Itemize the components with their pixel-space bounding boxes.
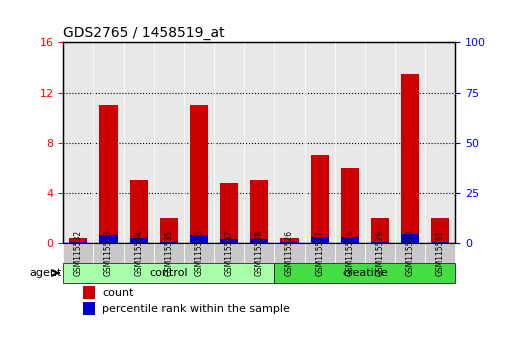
Bar — [340, 168, 358, 243]
Text: agent: agent — [29, 268, 62, 278]
Text: GDS2765 / 1458519_at: GDS2765 / 1458519_at — [63, 26, 224, 40]
Text: count: count — [103, 287, 134, 298]
FancyBboxPatch shape — [183, 243, 214, 263]
Text: GSM115534: GSM115534 — [134, 230, 143, 276]
Text: percentile rank within the sample: percentile rank within the sample — [103, 304, 290, 314]
Bar — [400, 234, 418, 243]
Bar — [280, 242, 298, 243]
Bar — [99, 235, 117, 243]
Text: GSM115527: GSM115527 — [315, 230, 324, 276]
FancyBboxPatch shape — [93, 243, 123, 263]
Bar — [250, 180, 268, 243]
FancyBboxPatch shape — [214, 243, 244, 263]
FancyBboxPatch shape — [394, 243, 424, 263]
Text: GSM115530: GSM115530 — [405, 230, 414, 276]
Text: creatine: creatine — [341, 268, 387, 278]
Bar — [370, 218, 388, 243]
Text: GSM115532: GSM115532 — [74, 230, 83, 276]
Bar — [129, 239, 147, 243]
FancyBboxPatch shape — [63, 243, 93, 263]
Bar — [250, 239, 268, 243]
Bar — [400, 74, 418, 243]
Bar — [370, 241, 388, 243]
Text: GSM115537: GSM115537 — [224, 230, 233, 276]
Bar — [83, 302, 94, 315]
Bar — [129, 180, 147, 243]
FancyBboxPatch shape — [274, 263, 454, 283]
Bar — [310, 237, 328, 243]
FancyBboxPatch shape — [123, 243, 154, 263]
Bar — [83, 286, 94, 299]
Bar — [220, 239, 238, 243]
Text: GSM115535: GSM115535 — [164, 230, 173, 276]
Bar — [310, 155, 328, 243]
Bar — [69, 238, 87, 243]
Text: GSM115529: GSM115529 — [375, 230, 384, 276]
Text: GSM115531: GSM115531 — [435, 230, 444, 276]
FancyBboxPatch shape — [244, 243, 274, 263]
FancyBboxPatch shape — [424, 243, 454, 263]
Bar — [340, 237, 358, 243]
Bar — [69, 242, 87, 243]
Bar — [430, 242, 448, 243]
FancyBboxPatch shape — [334, 243, 364, 263]
Text: GSM115533: GSM115533 — [104, 230, 113, 276]
Bar — [220, 183, 238, 243]
Bar — [160, 241, 178, 243]
FancyBboxPatch shape — [154, 243, 183, 263]
FancyBboxPatch shape — [63, 263, 274, 283]
Text: GSM115526: GSM115526 — [284, 230, 293, 276]
Bar — [430, 218, 448, 243]
FancyBboxPatch shape — [274, 243, 304, 263]
Text: GSM115536: GSM115536 — [194, 230, 203, 276]
Text: GSM115538: GSM115538 — [255, 230, 263, 276]
Text: control: control — [149, 268, 188, 278]
Bar — [189, 105, 208, 243]
Bar — [99, 105, 117, 243]
FancyBboxPatch shape — [304, 243, 334, 263]
Text: GSM115528: GSM115528 — [344, 230, 354, 276]
Bar — [189, 235, 208, 243]
Bar — [280, 238, 298, 243]
Bar — [160, 218, 178, 243]
FancyBboxPatch shape — [364, 243, 394, 263]
